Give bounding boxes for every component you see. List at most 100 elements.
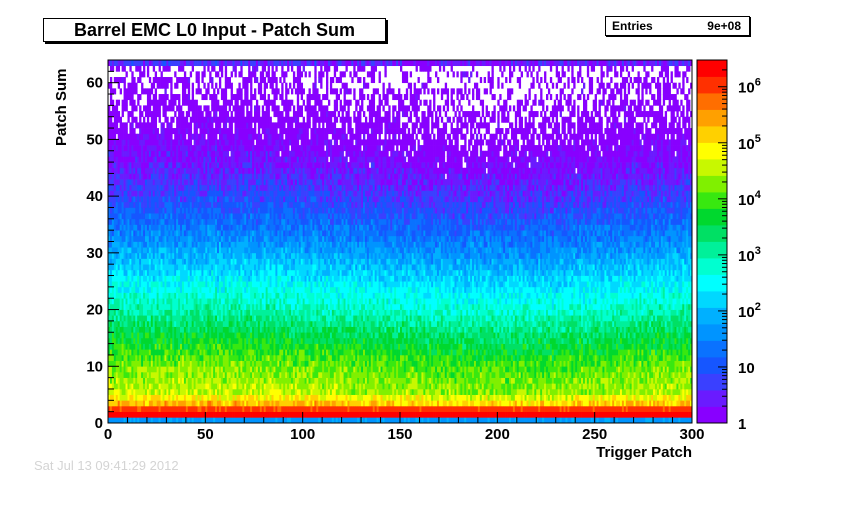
heatmap-cell xyxy=(129,298,132,305)
heatmap-cell xyxy=(172,190,175,197)
heatmap-cell xyxy=(174,337,177,344)
heatmap-cell xyxy=(144,411,148,418)
heatmap-cell xyxy=(125,99,128,106)
heatmap-cell xyxy=(135,184,138,191)
heatmap-cell xyxy=(154,201,158,208)
heatmap-cell xyxy=(156,394,159,401)
heatmap-cell xyxy=(187,60,191,67)
heatmap-cell xyxy=(172,94,175,101)
heatmap-cell xyxy=(228,77,231,84)
heatmap-cell xyxy=(148,190,152,197)
heatmap-cell xyxy=(172,343,175,350)
heatmap-cell xyxy=(141,269,144,276)
heatmap-cell xyxy=(193,162,196,169)
heatmap-cell xyxy=(187,258,191,265)
heatmap-cell xyxy=(158,298,161,305)
heatmap-cell xyxy=(148,275,152,282)
heatmap-cell xyxy=(185,400,189,407)
heatmap-cell xyxy=(129,366,132,373)
heatmap-cell xyxy=(154,315,158,322)
heatmap-cell xyxy=(168,377,171,384)
heatmap-cell xyxy=(131,218,134,225)
heatmap-cell xyxy=(160,377,163,384)
heatmap-cell xyxy=(109,116,113,123)
heatmap-cell xyxy=(108,116,111,123)
heatmap-cell xyxy=(166,116,169,123)
heatmap-cell xyxy=(183,275,187,282)
heatmap-cell xyxy=(176,162,179,169)
heatmap-cell xyxy=(154,388,158,395)
heatmap-cell xyxy=(108,82,111,89)
heatmap-cell xyxy=(168,298,171,305)
heatmap-cell xyxy=(150,349,154,356)
heatmap-cell xyxy=(193,326,196,333)
heatmap-cell xyxy=(152,122,156,129)
heatmap-cell xyxy=(170,349,173,356)
heatmap-cell xyxy=(135,145,138,152)
heatmap-cell xyxy=(148,388,152,395)
heatmap-cell xyxy=(199,88,202,95)
heatmap-cell xyxy=(191,377,195,384)
heatmap-cell xyxy=(141,145,144,152)
heatmap-cell xyxy=(181,298,185,305)
heatmap-cell xyxy=(108,292,111,299)
heatmap-cell xyxy=(135,275,138,282)
heatmap-cell xyxy=(143,298,146,305)
heatmap-cell xyxy=(162,162,165,169)
heatmap-cell xyxy=(174,99,177,106)
heatmap-cell xyxy=(193,394,196,401)
heatmap-cell xyxy=(170,184,173,191)
heatmap-cell xyxy=(189,269,193,276)
heatmap-cell xyxy=(168,337,171,344)
heatmap-cell xyxy=(115,105,119,112)
heatmap-cell xyxy=(115,400,119,407)
heatmap-cell xyxy=(137,162,140,169)
heatmap-cell xyxy=(146,349,150,356)
heatmap-cell xyxy=(162,258,165,265)
heatmap-cell xyxy=(108,111,111,118)
heatmap-cell xyxy=(170,275,173,282)
heatmap-cell xyxy=(191,224,195,231)
heatmap-cell xyxy=(109,247,113,254)
heatmap-cell xyxy=(187,162,191,169)
heatmap-cell xyxy=(141,286,144,293)
heatmap-cell xyxy=(121,252,124,259)
heatmap-cell xyxy=(152,298,156,305)
heatmap-cell xyxy=(131,88,134,95)
heatmap-cell xyxy=(133,303,136,310)
heatmap-cell xyxy=(185,360,189,367)
heatmap-cell xyxy=(176,173,179,180)
heatmap-cell xyxy=(146,394,150,401)
heatmap-cell xyxy=(129,196,132,203)
heatmap-cell xyxy=(117,65,121,72)
heatmap-cell xyxy=(162,354,165,361)
heatmap-cell xyxy=(127,224,130,231)
heatmap-cell xyxy=(211,82,214,89)
heatmap-cell xyxy=(160,224,163,231)
heatmap-cell xyxy=(135,349,138,356)
heatmap-cell xyxy=(166,377,169,384)
heatmap-cell xyxy=(191,258,195,265)
heatmap-cell xyxy=(183,320,187,327)
heatmap-cell xyxy=(181,275,185,282)
heatmap-cell xyxy=(170,190,173,197)
heatmap-cell xyxy=(250,111,253,118)
heatmap-cell xyxy=(174,343,177,350)
heatmap-cell xyxy=(267,94,270,101)
heatmap-cell xyxy=(119,122,122,129)
heatmap-cell xyxy=(123,218,126,225)
heatmap-cell xyxy=(131,241,134,248)
heatmap-cell xyxy=(187,207,191,214)
heatmap-cell xyxy=(183,173,187,180)
heatmap-cell xyxy=(127,196,130,203)
heatmap-cell xyxy=(117,156,121,163)
heatmap-cell xyxy=(160,366,163,373)
heatmap-cell xyxy=(125,213,128,220)
heatmap-cell xyxy=(180,349,183,356)
heatmap-cell xyxy=(150,354,154,361)
heatmap-cell xyxy=(119,275,122,282)
heatmap-cell xyxy=(152,111,156,118)
heatmap-cell xyxy=(180,281,183,288)
heatmap-cell xyxy=(152,269,156,276)
heatmap-cell xyxy=(127,60,130,67)
